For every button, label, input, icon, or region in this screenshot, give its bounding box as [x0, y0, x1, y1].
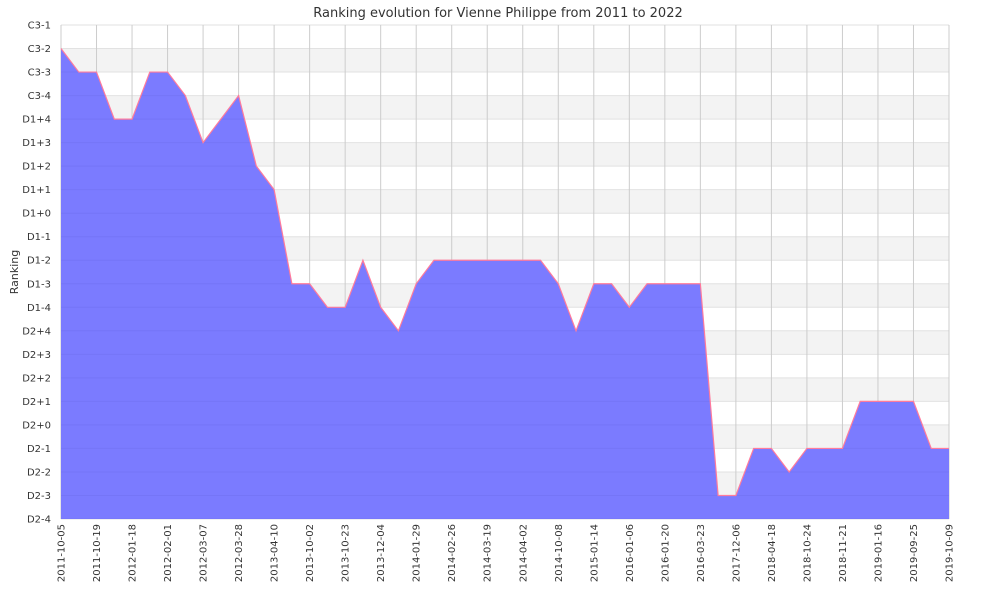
background-band — [61, 95, 949, 120]
y-tick-labels: C3-1 C3-2 C3-3 C3-4 D1+4 D1+3 D1+2 D1+1 D1+0 D1-1… — [22, 21, 51, 526]
y-tick-label: C3-4 — [28, 91, 51, 102]
x-tick-label: 2014-04-02 — [518, 524, 529, 582]
y-tick-label: D2+0 — [22, 420, 51, 431]
y-tick-label: D2+4 — [22, 326, 51, 337]
y-tick-label: D2-2 — [27, 467, 51, 478]
background-band — [61, 48, 949, 73]
ranking-area — [61, 48, 949, 520]
x-tick-label: 2014-02-26 — [447, 524, 458, 582]
background-band — [61, 25, 949, 49]
x-tick-label: 2016-03-23 — [696, 524, 707, 582]
x-tick-label: 2016-01-06 — [625, 524, 636, 582]
x-tick-label: 2014-10-08 — [554, 524, 565, 582]
x-tick-label: 2013-10-23 — [341, 524, 352, 582]
x-tick-label: 2012-02-01 — [163, 524, 174, 582]
y-tick-label: D1-1 — [27, 232, 51, 243]
background-band — [61, 189, 949, 214]
y-tick-label: C3-1 — [28, 21, 51, 32]
y-tick-label: C3-2 — [28, 44, 51, 55]
background-band — [61, 72, 949, 96]
x-tick-label: 2011-10-05 — [57, 524, 68, 582]
x-tick-label: 2017-12-06 — [731, 524, 742, 582]
y-tick-label: D2+3 — [22, 350, 51, 361]
y-tick-label: D1-3 — [27, 279, 51, 290]
chart-title: Ranking evolution for Vienne Philippe fr… — [313, 6, 683, 21]
x-tick-labels: 2011-10-05 2011-10-19 2012-01-18 2012-02-01… — [57, 524, 956, 582]
x-tick-label: 2018-10-24 — [802, 524, 813, 582]
y-tick-label: D2+2 — [22, 373, 51, 384]
x-tick-label: 2015-01-14 — [589, 524, 600, 582]
x-tick-label: 2019-10-09 — [945, 524, 956, 582]
x-tick-label: 2018-04-18 — [767, 524, 778, 582]
y-tick-label: D1+3 — [22, 138, 51, 149]
x-tick-label: 2011-10-19 — [92, 524, 103, 582]
x-tick-label: 2019-09-25 — [909, 524, 920, 582]
background-band — [61, 142, 949, 167]
y-tick-label: D1+2 — [22, 162, 51, 173]
x-tick-label: 2014-03-19 — [483, 524, 494, 582]
x-tick-label: 2018-11-21 — [838, 524, 849, 582]
y-tick-label: D2-4 — [27, 515, 51, 526]
y-axis-label: Ranking — [8, 250, 21, 295]
ranking-line — [60, 48, 949, 497]
background-band — [61, 119, 949, 143]
x-tick-label: 2016-01-20 — [660, 524, 671, 582]
x-tick-label: 2013-10-02 — [305, 524, 316, 582]
y-tick-label: D1-2 — [27, 256, 51, 267]
y-tick-label: D2-1 — [27, 444, 51, 455]
background-band — [61, 166, 949, 190]
x-tick-label: 2014-01-29 — [412, 524, 423, 582]
x-tick-label: 2019-01-16 — [873, 524, 884, 582]
y-tick-label: D1-4 — [27, 303, 51, 314]
y-tick-label: D1+0 — [22, 209, 51, 220]
y-tick-label: D2-3 — [27, 491, 51, 502]
x-tick-label: 2012-03-07 — [199, 524, 210, 582]
y-tick-label: D2+1 — [22, 397, 51, 408]
x-tick-label: 2013-12-04 — [376, 524, 387, 582]
y-tick-label: D1+1 — [22, 185, 51, 196]
background-band — [61, 213, 949, 237]
y-tick-label: D1+4 — [22, 115, 51, 126]
x-tick-label: 2013-04-10 — [270, 524, 281, 582]
x-tick-label: 2012-01-18 — [128, 524, 139, 582]
x-tick-label: 2012-03-28 — [234, 524, 245, 582]
y-tick-label: C3-3 — [28, 68, 51, 79]
